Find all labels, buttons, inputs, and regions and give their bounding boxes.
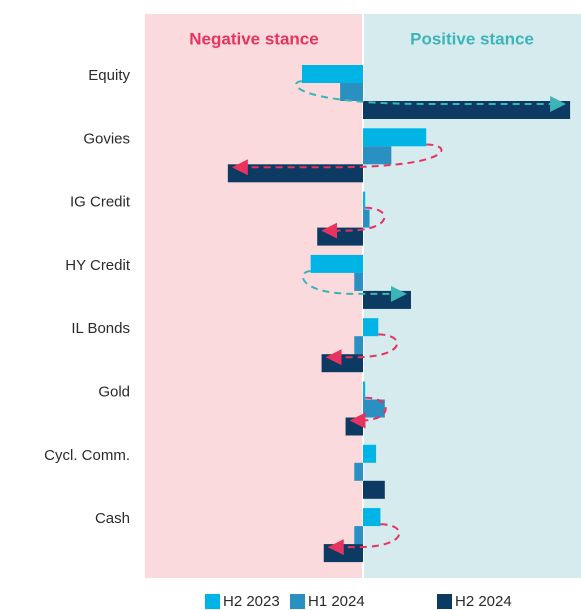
legend-label: H2 2024 — [455, 593, 512, 610]
bar — [340, 83, 363, 101]
bar — [301, 65, 363, 83]
legend-label: H1 2024 — [308, 593, 365, 610]
category-label: Govies — [83, 130, 130, 147]
change-arrow — [302, 270, 407, 302]
legend-swatch — [290, 594, 305, 609]
bar — [363, 191, 366, 210]
change-arrow — [321, 206, 386, 239]
bar — [321, 354, 363, 373]
category-label: Gold — [98, 383, 130, 400]
stance-label: Negative stance — [189, 29, 318, 48]
category-label: Cycl. Comm. — [44, 447, 130, 464]
change-arrow — [231, 143, 443, 176]
bar — [363, 101, 571, 119]
bar — [363, 444, 377, 463]
bar — [354, 462, 363, 481]
legend-swatch — [437, 594, 452, 609]
legend-swatch — [205, 594, 220, 609]
bar — [323, 544, 363, 563]
legend-label: H2 2023 — [223, 593, 280, 610]
category-label: HY Credit — [65, 257, 131, 274]
category-label: IL Bonds — [71, 320, 130, 337]
bar — [354, 526, 363, 545]
bar — [363, 480, 385, 499]
bar — [363, 209, 370, 228]
bar — [363, 399, 385, 418]
category-label: IG Credit — [70, 194, 131, 211]
change-arrow — [349, 396, 387, 429]
change-arrow — [295, 80, 567, 112]
bar — [363, 381, 366, 400]
bar — [363, 128, 427, 147]
bar — [310, 254, 363, 273]
negative-zone — [145, 14, 363, 578]
category-label: Cash — [95, 510, 130, 527]
bar — [354, 336, 363, 355]
bar — [354, 272, 363, 291]
bar — [227, 164, 363, 183]
bar — [363, 508, 381, 527]
bar — [345, 417, 363, 436]
change-arrow — [327, 523, 401, 556]
stance-label: Positive stance — [410, 29, 534, 48]
change-arrow — [325, 333, 398, 366]
category-label: Equity — [88, 67, 130, 84]
bar — [363, 318, 379, 337]
bar — [363, 146, 392, 165]
